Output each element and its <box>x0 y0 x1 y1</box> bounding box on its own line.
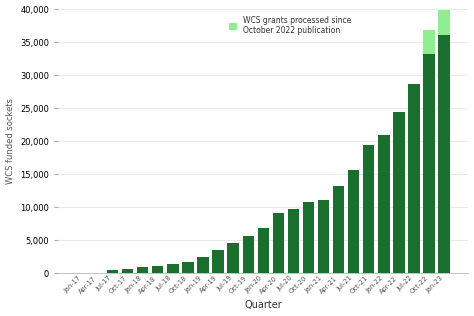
Bar <box>363 145 374 273</box>
Bar <box>167 264 179 273</box>
Bar <box>318 200 329 273</box>
Bar <box>137 267 148 273</box>
Bar <box>423 29 435 54</box>
Bar <box>348 170 359 273</box>
Bar <box>107 270 118 273</box>
Bar <box>197 257 209 273</box>
Bar <box>438 10 450 35</box>
Bar <box>122 269 133 273</box>
Bar <box>423 54 435 273</box>
Legend: WCS grants processed since
October 2022 publication: WCS grants processed since October 2022 … <box>226 13 354 38</box>
Bar <box>378 135 390 273</box>
Bar <box>182 262 193 273</box>
Bar <box>243 236 254 273</box>
Bar <box>273 213 284 273</box>
Bar <box>393 112 405 273</box>
Bar <box>288 209 299 273</box>
Bar <box>303 202 314 273</box>
Bar <box>212 250 224 273</box>
X-axis label: Quarter: Quarter <box>245 301 282 310</box>
Bar <box>258 228 269 273</box>
Bar <box>408 84 419 273</box>
Y-axis label: WCS funded sockets: WCS funded sockets <box>6 98 15 184</box>
Bar <box>152 266 164 273</box>
Bar <box>333 185 344 273</box>
Bar <box>438 35 450 273</box>
Bar <box>228 243 239 273</box>
